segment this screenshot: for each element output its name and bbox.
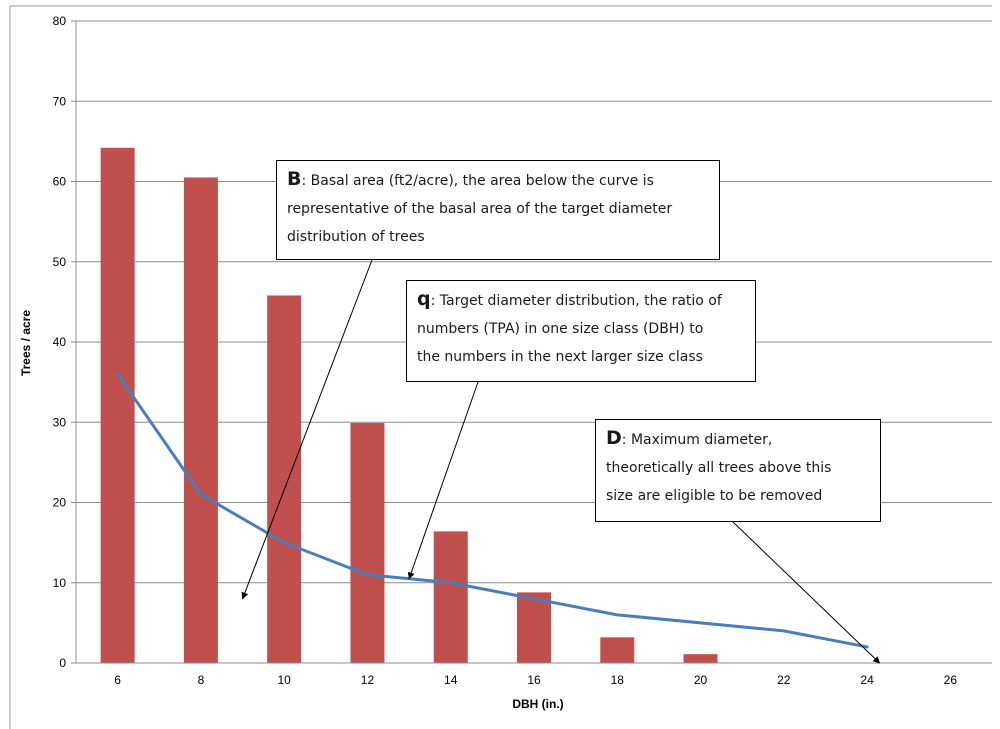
bar <box>100 147 135 664</box>
callout-arrow <box>732 521 881 664</box>
bar <box>267 295 302 663</box>
callout-arrow <box>241 259 373 600</box>
callout-arrow <box>407 381 479 580</box>
callout-line: the numbers in the next larger size clas… <box>417 349 703 365</box>
x-tick-label: 14 <box>444 673 458 687</box>
callout-line: : Basal area (ft2/acre), the area below … <box>301 173 654 189</box>
y-tick-label: 30 <box>53 415 67 429</box>
y-tick-label: 80 <box>53 14 67 28</box>
callout-line: : Maximum diameter, <box>621 432 773 448</box>
callout-line: theoretically all trees above this <box>606 460 832 476</box>
x-axis-title: DBH (in.) <box>512 697 563 711</box>
bar <box>433 531 468 663</box>
x-tick-label: 16 <box>527 673 541 687</box>
y-tick-label: 20 <box>53 496 67 510</box>
x-tick-label: 26 <box>944 673 958 687</box>
callout-letter: D <box>606 427 622 449</box>
x-tick-label: 22 <box>777 673 791 687</box>
y-tick-label: 0 <box>59 656 66 670</box>
y-tick-label: 50 <box>53 255 67 269</box>
y-axis-title: Trees / acre <box>19 310 33 376</box>
chart-frame <box>9 5 992 729</box>
x-tick-label: 18 <box>611 673 625 687</box>
callout-line: size are eligible to be removed <box>606 488 823 504</box>
axes <box>75 21 992 664</box>
bar <box>683 654 718 663</box>
y-tick-label: 40 <box>53 335 67 349</box>
bar <box>600 637 635 663</box>
callout-line: numbers (TPA) in one size class (DBH) to <box>417 321 704 337</box>
line-series-path <box>116 372 869 649</box>
x-tick-label: 24 <box>860 673 874 687</box>
bar-series <box>100 147 718 664</box>
x-tick-label: 6 <box>114 673 121 687</box>
callout-line: representative of the basal area of the … <box>287 201 673 217</box>
y-tick-label: 70 <box>53 94 67 108</box>
y-tick-label: 60 <box>53 175 67 189</box>
line-series <box>116 372 869 649</box>
callout-maximum-diameter: D: Maximum diameter, theoretically all t… <box>595 419 881 522</box>
bar <box>350 423 385 663</box>
x-tick-label: 10 <box>278 673 292 687</box>
callout-letter: q <box>417 288 431 310</box>
x-tick-label: 12 <box>361 673 375 687</box>
bar <box>183 177 218 664</box>
x-tick-label: 20 <box>694 673 708 687</box>
callout-target-distribution: q: Target diameter distribution, the rat… <box>406 280 756 382</box>
callout-line: distribution of trees <box>287 229 425 245</box>
callout-arrows <box>241 259 881 664</box>
callout-line: : Target diameter distribution, the rati… <box>430 293 722 309</box>
bar <box>517 592 551 663</box>
callout-basal-area: B: Basal area (ft2/acre), the area below… <box>276 160 720 260</box>
y-tick-label: 10 <box>53 576 67 590</box>
callout-letter: B <box>287 168 302 190</box>
x-tick-label: 8 <box>198 673 205 687</box>
tick-labels: 0 10 20 30 40 50 60 70 80 6 8 10 12 14 16 18 20 22 24 26 <box>53 14 958 687</box>
